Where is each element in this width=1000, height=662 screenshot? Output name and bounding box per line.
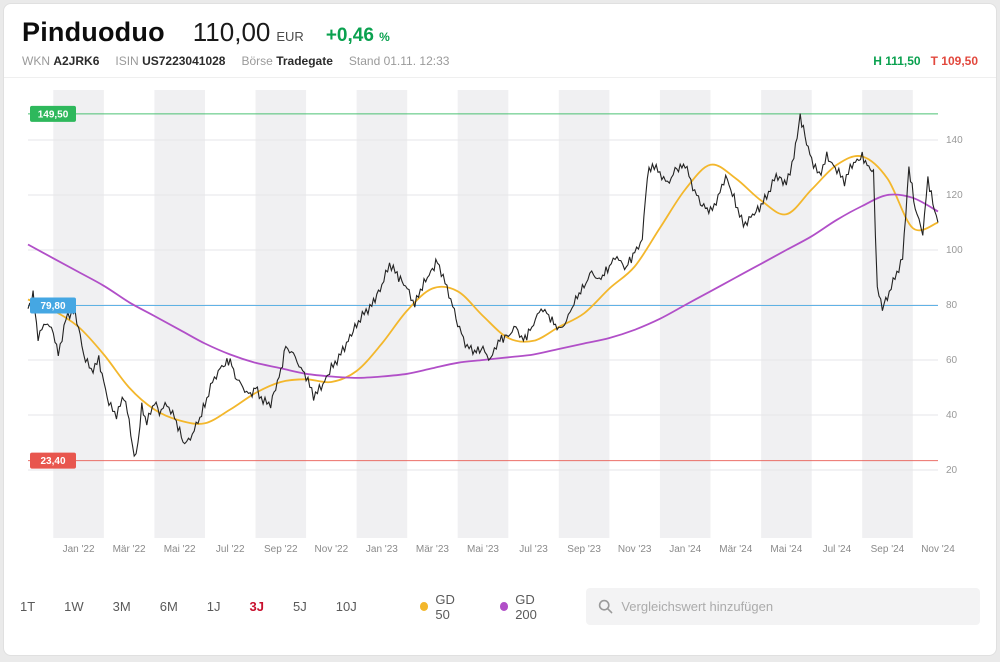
- range-button-1w[interactable]: 1W: [64, 593, 84, 620]
- chart-stripe: [356, 90, 408, 538]
- x-axis-label: Jul '24: [823, 544, 852, 555]
- stock-name: Pinduoduo: [22, 17, 165, 47]
- x-axis-label: Mär '23: [416, 544, 449, 555]
- x-axis-label: Sep '24: [871, 544, 905, 555]
- chart-stripe: [154, 90, 205, 538]
- currency-label: EUR: [276, 29, 304, 44]
- header-row-price: Pinduoduo 110,00 EUR +0,46 %: [22, 17, 978, 48]
- x-axis-label: Nov '22: [315, 544, 349, 555]
- ma-line-gd-50: [27, 155, 939, 425]
- chart-stripe: [761, 90, 812, 538]
- day-high: H 111,50: [873, 54, 921, 68]
- legend-dot: [419, 602, 429, 611]
- range-button-3j[interactable]: 3J: [250, 593, 264, 620]
- y-axis-label: 40: [946, 410, 958, 421]
- x-axis-label: Mai '24: [770, 544, 802, 555]
- chart-stripe: [255, 90, 307, 538]
- stand-timestamp: Stand 01.11. 12:33: [348, 54, 450, 68]
- x-axis-label: Nov '23: [618, 544, 652, 555]
- reference-label: [30, 297, 76, 314]
- x-axis-label: Mär '22: [113, 544, 146, 555]
- range-button-10j[interactable]: 10J: [336, 593, 357, 620]
- x-axis-label: Nov '24: [921, 544, 955, 555]
- search-icon: [599, 599, 613, 614]
- x-axis-label: Jan '22: [63, 544, 95, 555]
- reference-label-text: 23,40: [40, 456, 65, 467]
- legend-label: GD 50: [435, 591, 455, 622]
- chart-stripe: [457, 90, 509, 538]
- x-axis-label: Mär '24: [719, 544, 752, 555]
- legend-label: GD 200: [515, 591, 537, 622]
- price-change-value: +0,46: [325, 25, 374, 46]
- boerse: Börse Tradegate: [241, 54, 333, 68]
- x-axis-label: Mai '22: [164, 544, 196, 555]
- x-axis-label: Jan '24: [669, 544, 701, 555]
- y-axis-label: 100: [946, 245, 963, 256]
- reference-label-text: 79,80: [40, 301, 65, 312]
- compare-search-input[interactable]: [621, 599, 968, 614]
- reference-label-text: 149,50: [38, 109, 69, 120]
- chart-area[interactable]: 140 120 100 80 60 40 20 Jan '22 Mär '22 Mai '22 Ju…: [4, 82, 996, 564]
- compare-searchbox[interactable]: [586, 588, 980, 625]
- price-line: [27, 113, 939, 458]
- isin: ISIN US7223041028: [115, 54, 226, 68]
- range-button-6m[interactable]: 6M: [160, 593, 178, 620]
- x-axis-label: Jan '23: [366, 544, 398, 555]
- legend-item-gd-200[interactable]: GD 200: [499, 591, 559, 622]
- wkn: WKN A2JRK6: [22, 54, 100, 68]
- ma-line-gd-200: [27, 193, 939, 379]
- x-axis-label: Sep '22: [264, 544, 298, 555]
- current-price: 110,00: [192, 17, 271, 47]
- price-change: +0,46 %: [326, 25, 390, 47]
- x-axis-label: Jul '22: [216, 544, 245, 555]
- header: Pinduoduo 110,00 EUR +0,46 % WKN A2JRK6 …: [4, 4, 996, 78]
- y-axis-label: 60: [946, 355, 958, 366]
- reference-label: [30, 452, 76, 469]
- chart-stripe: [862, 90, 913, 538]
- header-row-meta: WKN A2JRK6 ISIN US7223041028 Börse Trade…: [22, 54, 978, 68]
- chart-legend: GD 50 GD 200: [419, 591, 587, 622]
- legend-dot: [499, 602, 509, 611]
- range-button-1j[interactable]: 1J: [207, 593, 221, 620]
- stock-widget: Pinduoduo 110,00 EUR +0,46 % WKN A2JRK6 …: [3, 3, 997, 656]
- price-chart[interactable]: 140 120 100 80 60 40 20 Jan '22 Mär '22 Mai '22 Ju…: [4, 82, 996, 564]
- x-axis-label: Jul '23: [519, 544, 548, 555]
- reference-label: [30, 105, 76, 122]
- y-axis-label: 20: [946, 465, 958, 476]
- range-button-5j[interactable]: 5J: [293, 593, 307, 620]
- chart-toolbar: 1T 1W 3M 6M 1J 3J 5J 10J GD 50 GD 200: [4, 588, 996, 625]
- range-button-3m[interactable]: 3M: [113, 593, 131, 620]
- range-button-1t[interactable]: 1T: [20, 593, 35, 620]
- x-axis-label: Mai '23: [467, 544, 499, 555]
- percent-sign: %: [379, 30, 390, 44]
- legend-item-gd-50[interactable]: GD 50: [419, 591, 472, 622]
- y-axis-label: 120: [946, 190, 963, 201]
- y-axis-label: 140: [946, 135, 963, 146]
- day-low: T 109,50: [930, 54, 978, 68]
- y-axis-label: 80: [946, 300, 958, 311]
- range-buttons: 1T 1W 3M 6M 1J 3J 5J 10J: [20, 593, 386, 620]
- x-axis-label: Sep '23: [567, 544, 601, 555]
